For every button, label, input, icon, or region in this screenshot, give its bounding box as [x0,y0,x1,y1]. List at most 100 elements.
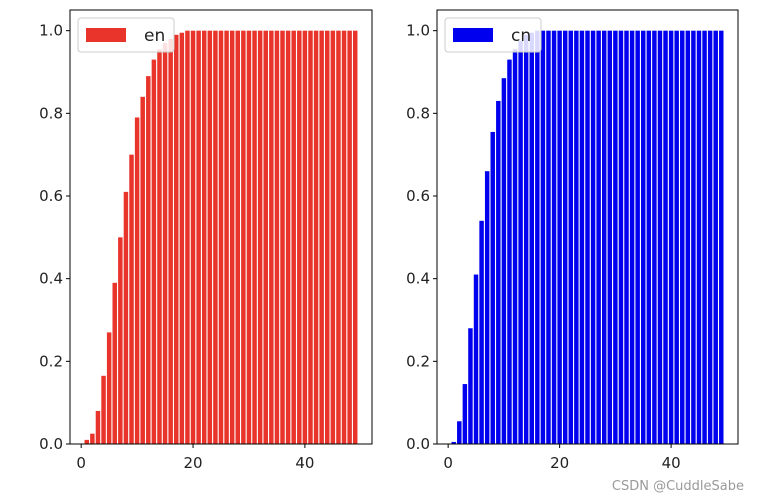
bar-cn-38 [657,30,663,445]
bar-cn-7 [484,171,490,444]
legend-swatch [86,28,126,42]
bar-cn-45 [696,30,702,445]
bar-cn-48 [713,30,718,445]
bar-en-10 [134,117,140,444]
bar-cn-40 [668,30,674,445]
bar-en-2 [90,433,95,444]
bar-cn-8 [490,131,495,444]
bar-cn-42 [680,30,685,445]
bar-cn-44 [691,30,696,445]
bar-en-18 [179,32,185,444]
bar-en-41 [308,30,313,445]
bar-cn-39 [663,30,668,445]
bar-cn-19 [551,30,557,445]
bar-en-34 [269,30,274,445]
bar-cn-10 [501,78,507,444]
bar-cn-13 [518,41,523,444]
bar-en-7 [118,237,123,444]
bar-en-11 [140,96,145,445]
bar-cn-11 [507,59,512,444]
bar-en-3 [95,410,101,444]
axes-frame [436,9,739,445]
bar-en-38 [291,30,296,445]
bar-cn-3 [462,384,468,444]
legend-label: en [144,26,165,46]
bar-cn-30 [613,30,618,445]
bar-cn-33 [629,30,635,445]
bar-en-21 [196,30,201,445]
bar-en-33 [263,30,268,445]
bar-en-20 [190,30,196,445]
bar-en-28 [235,30,241,445]
bar-cn-1 [451,441,456,444]
bar-en-23 [207,30,213,445]
y-tick-label: 0.8 [39,104,63,122]
bar-en-39 [297,30,302,445]
bar-cn-28 [601,30,607,445]
bar-cn-21 [562,30,568,445]
bar-en-49 [352,30,358,445]
bar-cn-27 [596,30,601,445]
bar-cn-20 [557,30,562,445]
watermark-text: CSDN @CuddleSabe [611,479,744,494]
bar-en-26 [224,30,229,445]
bar-en-22 [201,30,207,445]
y-tick-label: 0.4 [39,270,63,288]
bar-en-13 [151,59,157,444]
bar-en-27 [229,30,235,445]
bar-en-16 [168,38,173,444]
bar-en-14 [157,49,162,445]
bar-en-24 [213,30,218,445]
bar-en-19 [185,30,190,445]
bar-en-12 [146,76,151,444]
y-tick-label: 1.0 [406,22,430,40]
bar-cn-16 [535,30,540,445]
bar-cn-23 [574,30,579,445]
bar-cn-6 [479,220,484,444]
bar-cn-4 [468,328,473,444]
bar-cn-17 [540,30,546,445]
y-tick-label: 0.4 [406,270,430,288]
bar-cn-14 [523,34,529,445]
bar-en-35 [274,30,280,445]
x-tick-label: 20 [183,454,202,472]
bar-en-43 [319,30,324,445]
bar-en-30 [246,30,252,445]
bar-en-25 [218,30,224,445]
bar-en-40 [302,30,308,445]
y-tick-label: 0.0 [406,435,430,453]
bar-cn-25 [585,30,590,445]
bar-en-5 [106,332,112,444]
bar-en-15 [162,43,168,445]
bar-cn-22 [568,30,574,445]
bar-cn-36 [646,30,652,445]
bar-cn-9 [496,100,501,444]
bar-cn-15 [529,32,534,444]
bar-cn-24 [579,30,585,445]
bar-en-8 [123,191,129,444]
bar-cn-18 [546,30,551,445]
y-tick-label: 1.0 [39,22,63,40]
legend-label: cn [511,26,531,46]
chart-panel-en: 0.0 0.2 0.4 0.6 0.8 1.0 0 20 40 en [39,9,373,472]
y-tick-label: 0.6 [39,187,63,205]
bar-en-9 [129,154,134,444]
bar-cn-26 [590,30,596,445]
bar-cn-34 [635,30,640,445]
x-tick-label: 0 [76,454,86,472]
bar-en-47 [341,30,347,445]
chart-panel-cn: 0.0 0.2 0.4 0.6 0.8 1.0 0 20 40 cn [406,9,739,472]
bar-en-37 [285,30,291,445]
bar-cn-37 [652,30,657,445]
axes-frame [69,9,373,445]
bar-cn-12 [512,49,518,445]
bar-cn-41 [674,30,679,445]
bar-en-17 [174,34,179,445]
x-tick-label: 20 [550,454,569,472]
legend-swatch [453,28,493,42]
bar-en-31 [252,30,257,445]
bar-cn-31 [618,30,624,445]
bar-cn-5 [473,274,479,444]
bar-cn-46 [702,30,707,445]
